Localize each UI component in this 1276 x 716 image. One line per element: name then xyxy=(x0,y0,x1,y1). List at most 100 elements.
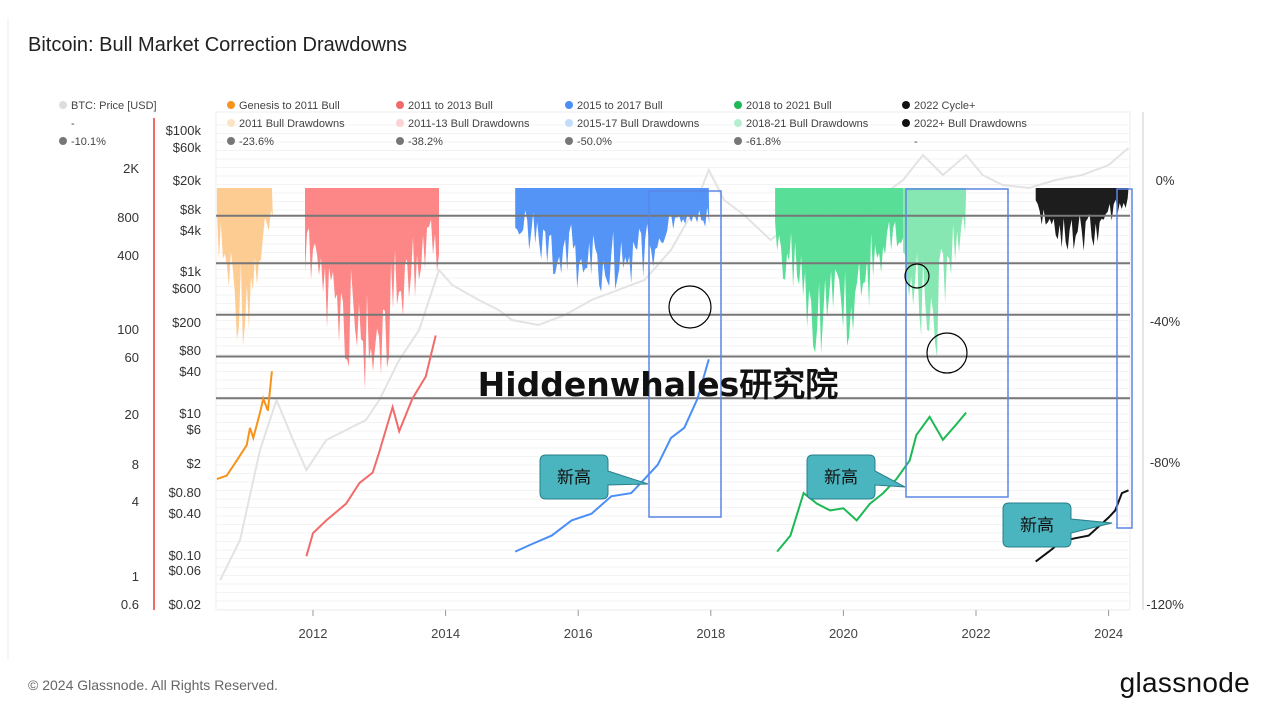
legend-dot xyxy=(396,101,404,109)
price-tick-label: 8 xyxy=(132,457,139,472)
cycle-tick-label: $200 xyxy=(172,315,201,330)
legend-dot xyxy=(227,137,235,145)
cycle-tick-label: $20k xyxy=(173,173,202,188)
legend-dot xyxy=(396,119,404,127)
legend-item: -61.8% xyxy=(746,136,781,148)
price-tick-label: 400 xyxy=(117,248,139,263)
callout-label: 新高 xyxy=(557,468,591,488)
copyright-text: © 2024 Glassnode. All Rights Reserved. xyxy=(28,677,279,693)
callout-label: 新高 xyxy=(824,468,858,488)
cycle-tick-label: $4k xyxy=(180,223,201,238)
highlight-circle xyxy=(668,285,712,329)
legend-item: 2011 Bull Drawdowns xyxy=(239,118,345,130)
cycle-tick-label: $60k xyxy=(173,140,202,155)
cycle-tick-label: $0.80 xyxy=(168,485,201,500)
price-tick-label: 20 xyxy=(125,407,139,422)
price-tick-label: 2K xyxy=(123,161,139,176)
legend-item: 2015-17 Bull Drawdowns xyxy=(577,118,700,130)
x-tick-label: 2012 xyxy=(299,626,328,641)
price-tick-label: 0.6 xyxy=(121,597,139,612)
legend-item: -23.6% xyxy=(239,136,274,148)
legend-dot xyxy=(227,119,235,127)
highlight-circle xyxy=(904,263,930,289)
drawdown-area-2017 xyxy=(515,188,710,292)
cycle-tick-label: $100k xyxy=(166,123,202,138)
series-2013-line xyxy=(305,335,437,557)
price-tick-label: 4 xyxy=(132,494,139,509)
legend-dot xyxy=(902,101,910,109)
drawdown-area-2013 xyxy=(305,188,439,391)
legend-item: -10.1% xyxy=(71,136,106,148)
legend-item: - xyxy=(914,136,918,148)
legend-dot xyxy=(902,119,910,127)
legend-dot xyxy=(565,137,573,145)
legend-dot xyxy=(734,101,742,109)
highlight-box xyxy=(905,188,1009,498)
legend-item: 2018-21 Bull Drawdowns xyxy=(746,118,869,130)
drawdown-area-genesis xyxy=(216,188,273,346)
legend-item: - xyxy=(71,118,75,130)
legend-item: Genesis to 2011 Bull xyxy=(239,100,340,112)
drawdown-area-2021 xyxy=(775,188,904,354)
legend-dot xyxy=(227,101,235,109)
watermark-text: Hiddenwhales研究院 xyxy=(478,365,839,404)
series-2017-line xyxy=(514,359,710,553)
price-tick-label: 800 xyxy=(117,210,139,225)
legend-item: 2011 to 2013 Bull xyxy=(408,100,493,112)
page-title: Bitcoin: Bull Market Correction Drawdown… xyxy=(28,34,408,56)
legend-item: -38.2% xyxy=(408,136,443,148)
cycle-tick-label: $0.10 xyxy=(168,548,201,563)
cycle-tick-label: $0.02 xyxy=(168,597,201,612)
drawdown-tick-label: -120% xyxy=(1146,597,1184,612)
legend-item: 2011-13 Bull Drawdowns xyxy=(408,118,530,130)
legend-dot xyxy=(396,137,404,145)
x-tick-label: 2018 xyxy=(696,626,725,641)
btc-price-line xyxy=(219,147,1130,581)
legend-dot xyxy=(734,119,742,127)
x-tick-label: 2024 xyxy=(1094,626,1123,641)
cycle-tick-label: $2 xyxy=(187,456,201,471)
drawdown-tick-label: -80% xyxy=(1150,455,1181,470)
drawdown-area-2022 xyxy=(1035,188,1129,251)
price-tick-label: 60 xyxy=(125,350,139,365)
x-tick-label: 2020 xyxy=(829,626,858,641)
x-tick-label: 2014 xyxy=(431,626,460,641)
callout-label: 新高 xyxy=(1020,516,1054,536)
highlight-box xyxy=(1116,188,1133,529)
legend-item: 2015 to 2017 Bull xyxy=(577,100,663,112)
legend-dot xyxy=(565,101,573,109)
cycle-tick-label: $8k xyxy=(180,202,201,217)
legend-dot xyxy=(565,119,573,127)
callout-bubble xyxy=(539,454,649,500)
cycle-tick-label: $600 xyxy=(172,281,201,296)
price-tick-label: 1 xyxy=(132,569,139,584)
cycle-tick-label: $10 xyxy=(179,406,201,421)
callout-bubble xyxy=(806,454,906,500)
cycle-tick-label: $0.06 xyxy=(168,563,201,578)
drawdown-tick-label: 0% xyxy=(1156,173,1175,188)
x-tick-label: 2022 xyxy=(962,626,991,641)
legend-item: 2022+ Bull Drawdowns xyxy=(914,118,1027,130)
cycle-tick-label: $6 xyxy=(187,422,201,437)
cycle-tick-label: $80 xyxy=(179,343,201,358)
cycle-tick-label: $1k xyxy=(180,264,201,279)
highlight-box xyxy=(648,190,722,518)
legend-dot xyxy=(734,137,742,145)
cycle-tick-label: $40 xyxy=(179,364,201,379)
highlight-circle xyxy=(926,332,968,374)
legend-item: 2022 Cycle+ xyxy=(914,100,975,112)
legend-dot xyxy=(59,101,67,109)
drawdown-area-2021-late xyxy=(903,188,967,357)
x-tick-label: 2016 xyxy=(564,626,593,641)
legend-item: 2018 to 2021 Bull xyxy=(746,100,832,112)
legend-dot xyxy=(59,137,67,145)
series-genesis-line xyxy=(216,371,273,481)
legend-item: -50.0% xyxy=(577,136,612,148)
cycle-tick-label: $0.40 xyxy=(168,506,201,521)
callout-bubble xyxy=(1002,502,1113,548)
brand-logo: glassnode xyxy=(1119,667,1250,698)
drawdown-tick-label: -40% xyxy=(1150,314,1181,329)
legend-item: BTC: Price [USD] xyxy=(71,100,157,112)
price-tick-label: 100 xyxy=(117,322,139,337)
